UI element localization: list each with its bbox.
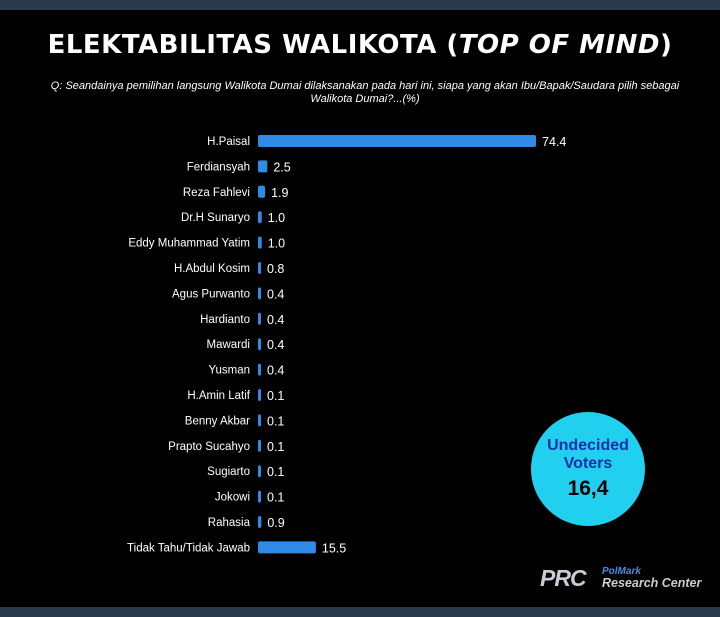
bar [258,185,266,198]
category-label: Ferdiansyah [187,161,250,173]
value-label: 2.5 [273,160,290,174]
category-label: Prapto Sucahyo [168,441,250,453]
bar [258,414,261,427]
bar [258,389,261,401]
category-label: Yusman [208,365,250,377]
value-label: 0.1 [267,440,284,454]
category-label: H.Paisal [207,136,250,148]
value-label: 1.0 [268,237,285,251]
value-label: 0.9 [267,516,284,530]
value-label: 0.1 [267,491,284,505]
category-label: Rahasia [208,517,251,529]
category-label: Hardianto [200,314,250,326]
category-label: Mawardi [207,339,250,351]
category-label: Jokowi [215,492,250,504]
category-label: Eddy Muhammad Yatim [128,238,250,250]
bar [258,160,268,173]
bar [258,490,261,503]
chart-title: ELEKTABILITAS WALIKOTA (TOP OF MIND) [47,30,673,60]
value-label: 0.4 [267,364,284,378]
badge-value: 16,4 [567,477,609,500]
category-label: H.Amin Latif [187,390,250,402]
category-label: Agus Purwanto [172,288,250,300]
bar [258,287,261,300]
category-label: Sugiarto [207,466,250,478]
value-label: 0.1 [267,389,284,403]
survey-question: Q: Seandainya pemilihan langsung Walikot… [50,80,680,105]
logo-mark: PRC [540,565,587,591]
value-label: 15.5 [322,541,346,555]
logo-line1: PolMark [602,566,641,577]
bar [258,135,536,147]
category-label: Dr.H Sunaryo [181,212,250,224]
bar [258,363,261,376]
value-label: 1.0 [268,211,285,225]
bar [258,516,262,528]
value-label: 0.8 [267,262,284,276]
bar [258,465,261,478]
value-label: 0.4 [267,338,284,352]
value-label: 1.9 [271,186,288,200]
bar [258,541,316,554]
bar [258,262,261,274]
bar [258,338,261,351]
bar [258,312,261,325]
category-label: Benny Akbar [185,415,250,427]
bar [258,236,262,249]
prc-logo: PRC PolMark Research Center [540,565,710,593]
category-label: Tidak Tahu/Tidak Jawab [127,542,250,554]
value-label: 0.4 [267,313,284,327]
logo-line2: Research Center [602,576,702,590]
category-label: Reza Fahlevi [183,187,250,199]
bar [258,211,262,224]
badge-label: Undecided Voters [547,437,629,472]
bar [258,439,261,452]
value-label: 0.1 [267,414,284,428]
undecided-voters-badge: Undecided Voters 16,4 [531,412,645,526]
value-label: 74.4 [542,135,566,149]
value-label: 0.4 [267,287,284,301]
category-label: H.Abdul Kosim [174,263,250,275]
value-label: 0.1 [267,465,284,479]
